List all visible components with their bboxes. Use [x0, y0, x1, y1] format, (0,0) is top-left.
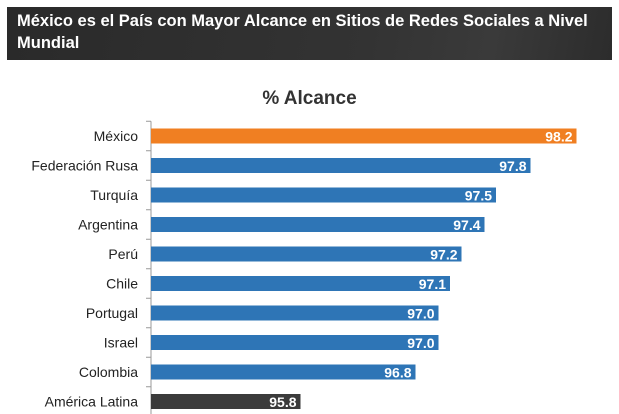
bar: [151, 305, 439, 321]
data-label: 96.8: [384, 365, 411, 381]
category-label: Chile: [106, 276, 138, 292]
data-label: 97.5: [465, 188, 492, 204]
data-label: 97.2: [430, 247, 457, 263]
bar: [151, 246, 462, 262]
category-label: Colombia: [79, 364, 138, 380]
page-title: México es el País con Mayor Alcance en S…: [17, 12, 588, 52]
bar: [151, 394, 301, 409]
category-label: Portugal: [86, 305, 138, 321]
bar: [151, 217, 485, 232]
data-label: 97.0: [407, 306, 434, 322]
bar: [151, 128, 577, 144]
bar: [151, 276, 450, 291]
header-banner: México es el País con Mayor Alcance en S…: [7, 7, 612, 60]
category-label: América Latina: [45, 394, 139, 410]
data-label: 97.1: [419, 276, 446, 292]
category-label: Federación Rusa: [31, 158, 138, 174]
bar: [151, 158, 531, 173]
category-label: Israel: [104, 335, 138, 351]
data-label: 95.8: [269, 394, 296, 410]
data-label: 97.4: [453, 217, 480, 233]
category-label: Argentina: [78, 217, 138, 233]
data-label: 97.8: [499, 158, 526, 174]
bar: [151, 187, 496, 203]
chart-title: % Alcance: [262, 88, 357, 109]
data-label: 98.2: [545, 129, 572, 145]
bar: [151, 335, 439, 350]
category-label: Perú: [108, 246, 138, 262]
data-label: 97.0: [407, 335, 434, 351]
bar: [151, 364, 416, 380]
category-label: Turquía: [90, 187, 138, 203]
category-label: México: [94, 128, 139, 144]
